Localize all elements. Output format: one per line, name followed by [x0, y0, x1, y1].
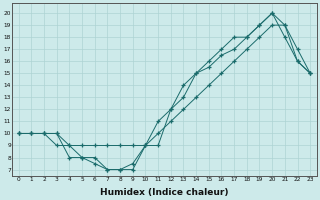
X-axis label: Humidex (Indice chaleur): Humidex (Indice chaleur) — [100, 188, 229, 197]
